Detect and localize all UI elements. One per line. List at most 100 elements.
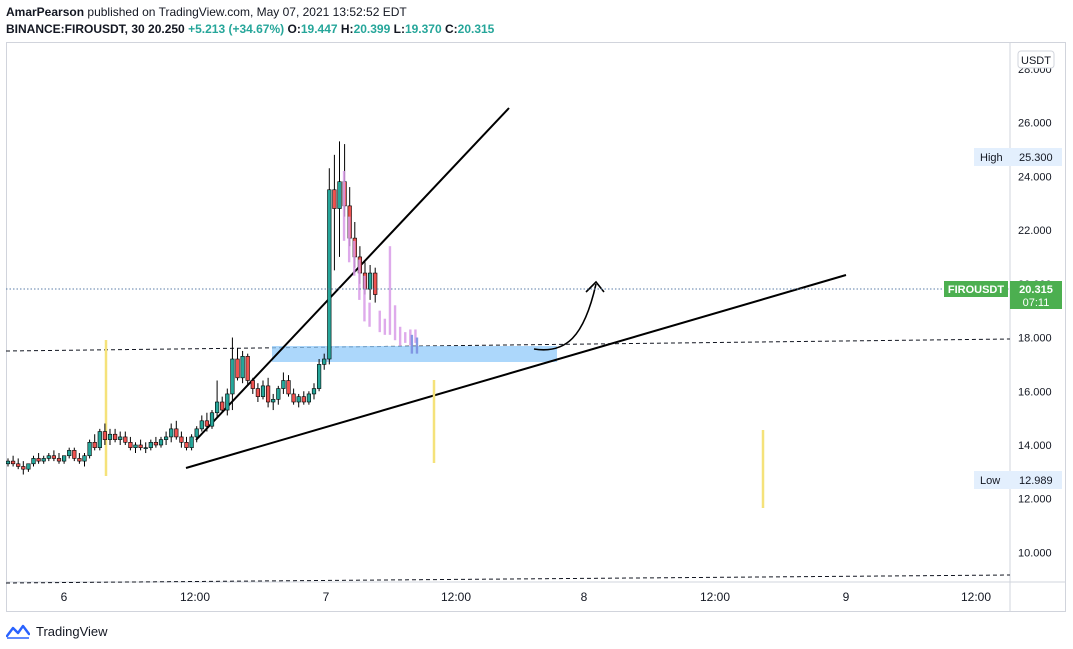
footer: TradingView: [6, 620, 108, 642]
candle-body: [118, 436, 123, 440]
price-tick-label: 18.000: [1018, 333, 1052, 345]
candle-body: [271, 399, 276, 403]
projection-candle: [398, 326, 402, 346]
open-label: O:: [287, 22, 301, 36]
candle-body: [77, 458, 82, 462]
high-value: 20.399: [353, 22, 391, 36]
candle-body: [164, 436, 169, 440]
candle-body: [5, 460, 11, 465]
symbol-price-tag: FIROUSDT 20.315 07:11: [944, 281, 1062, 309]
candle-body: [56, 458, 62, 462]
candle-body: [367, 272, 373, 290]
candle-body: [128, 441, 133, 448]
symbol-line: BINANCE:FIROUSDT, 30 20.250 +5.213 (+34.…: [6, 21, 494, 38]
time-tick-label: 12:00: [441, 590, 471, 604]
high-tag-value: 25.300: [1019, 152, 1053, 164]
projection-layer: [342, 170, 419, 354]
candle-body: [97, 431, 102, 448]
low-tag: Low 12.989: [974, 471, 1062, 489]
price-change: +5.213 (+34.67%): [188, 22, 285, 36]
projection-candle: [383, 318, 387, 335]
candle-body: [291, 393, 296, 403]
upper-channel-line: [195, 107, 510, 441]
low-label: L:: [393, 22, 405, 36]
published-text: published on TradingView.com, May 07, 20…: [87, 5, 407, 19]
projection-candle: [415, 337, 419, 354]
candle-body: [82, 455, 87, 462]
projection-candle: [393, 305, 397, 341]
candle-body: [245, 356, 250, 381]
open-value: 19.447: [300, 22, 338, 36]
candle-body: [373, 272, 378, 295]
projection-candle: [388, 246, 392, 335]
candle-body: [102, 431, 107, 440]
candle-body: [169, 428, 174, 438]
candle-body: [250, 380, 255, 389]
price-tick-label: 14.000: [1018, 440, 1052, 452]
chart-header: AmarPearson published on TradingView.com…: [6, 4, 494, 38]
candle-body: [46, 455, 51, 459]
candle-body: [87, 441, 92, 457]
symbol-tag-label: FIROUSDT: [948, 284, 1005, 296]
projection-candle: [404, 332, 407, 343]
price-tag-countdown: 07:11: [1023, 297, 1050, 309]
symbol-name[interactable]: BINANCE:FIROUSDT, 30: [6, 22, 145, 36]
candle-body: [286, 380, 291, 395]
projection-candle: [414, 329, 417, 343]
candle-body: [230, 358, 235, 395]
chart-frame[interactable]: 28.00026.00024.00022.00020.00018.00016.0…: [5, 42, 1066, 612]
candle-body: [215, 401, 220, 414]
candle-body: [123, 436, 128, 443]
lower-dashed-line: [5, 574, 1011, 584]
candle-body: [143, 447, 148, 449]
candle-body: [240, 356, 245, 379]
projection-candle: [342, 170, 346, 241]
price-tick-label: 16.000: [1018, 386, 1052, 398]
candle-body: [31, 458, 36, 465]
candle-body: [301, 396, 306, 403]
candle-body: [281, 380, 286, 389]
projection-candle: [409, 329, 412, 346]
candle-body: [26, 463, 31, 470]
candle-body: [51, 455, 56, 459]
candle-body: [36, 458, 41, 462]
candle-body: [174, 428, 179, 438]
candle-body: [327, 189, 332, 360]
time-tick-label: 7: [323, 590, 330, 604]
projection-candle: [347, 216, 351, 263]
candle-body: [260, 385, 266, 397]
demand-zone: [272, 346, 557, 362]
price-axis-ticks: 28.00026.00024.00022.00020.00018.00016.0…: [1018, 64, 1052, 560]
high-label: H:: [340, 22, 354, 36]
publisher-name[interactable]: AmarPearson: [6, 5, 85, 19]
time-tick-label: 12:00: [961, 590, 991, 604]
candle-body: [316, 364, 322, 389]
candle-body: [158, 439, 164, 446]
candle-body: [204, 420, 210, 427]
price-chart[interactable]: 28.00026.00024.00022.00020.00018.00016.0…: [5, 42, 1066, 612]
candle-body: [199, 420, 204, 430]
rising-trendline: [185, 274, 847, 469]
tradingview-brand[interactable]: TradingView: [36, 623, 108, 639]
time-tick-label: 8: [581, 590, 588, 604]
price-tick-label: 22.000: [1018, 225, 1052, 237]
candle-body: [276, 388, 281, 400]
candle-body: [133, 444, 138, 448]
price-tick-label: 24.000: [1018, 171, 1052, 183]
candle-body: [332, 189, 337, 209]
candle-body: [296, 396, 301, 403]
candle-body: [41, 458, 46, 462]
price-tick-label: 26.000: [1018, 118, 1052, 130]
price-tag-value: 20.315: [1019, 284, 1053, 296]
candle-body: [179, 436, 184, 443]
candle-body: [21, 466, 26, 470]
currency-tag[interactable]: USDT: [1017, 50, 1055, 69]
candle-body: [322, 358, 327, 365]
candle-body: [148, 441, 153, 448]
time-tick-label: 9: [843, 590, 850, 604]
projection-candle: [363, 275, 366, 322]
close-value: 20.315: [457, 22, 495, 36]
tradingview-logo-icon[interactable]: [6, 623, 30, 639]
time-tick-label: 6: [61, 590, 68, 604]
high-tag: High 25.300: [974, 148, 1062, 166]
